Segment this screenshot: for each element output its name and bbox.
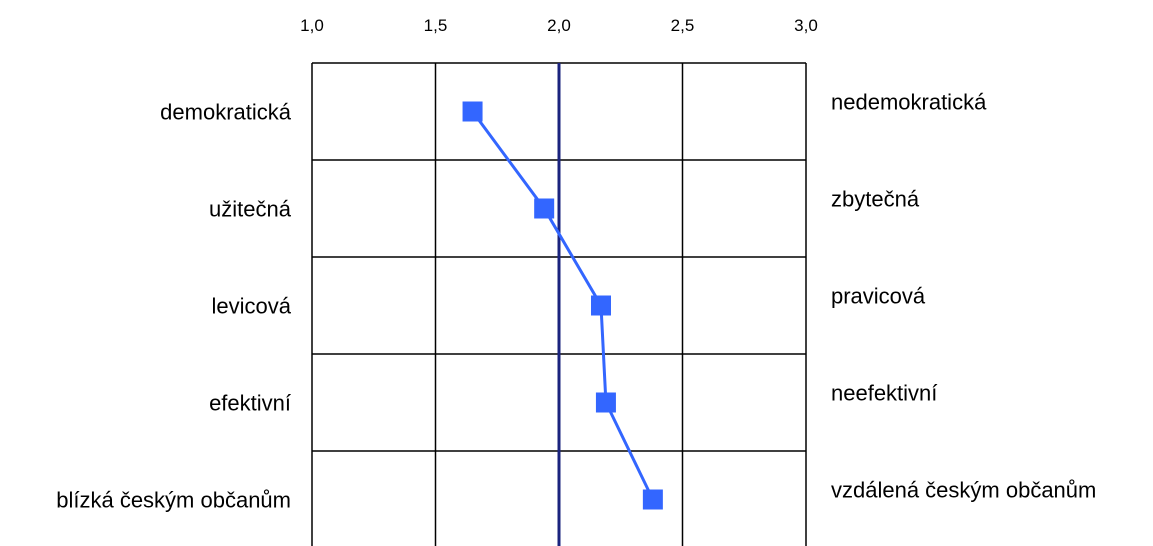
x-tick-label: 3,0 [794, 16, 818, 35]
right-category-label: vzdálená českým občanům [831, 478, 1096, 503]
x-tick-label: 1,5 [424, 16, 448, 35]
left-category-label: blízká českým občanům [56, 488, 291, 513]
x-tick-labels: 1,0 1,5 2,0 2,5 3,0 [300, 16, 818, 35]
data-point-marker [462, 101, 483, 122]
right-category-label: neefektivní [831, 381, 937, 406]
data-point-marker [590, 295, 611, 316]
x-tick-label: 2,0 [547, 16, 571, 35]
left-category-label: levicová [212, 294, 292, 319]
left-category-labels: demokratická užitečná levicová efektivní blí… [56, 100, 292, 513]
right-category-labels: nedemokratická zbytečná pravicová neefektiv… [831, 90, 1096, 503]
right-category-label: pravicová [831, 284, 926, 309]
left-category-label: demokratická [160, 100, 292, 125]
right-category-label: nedemokratická [831, 90, 987, 115]
data-point-marker [642, 489, 663, 510]
data-point-marker [534, 198, 555, 219]
series-line [471, 110, 655, 501]
left-category-label: efektivní [209, 391, 291, 416]
x-tick-label: 2,5 [671, 16, 695, 35]
right-category-label: zbytečná [831, 187, 920, 212]
x-tick-label: 1,0 [300, 16, 324, 35]
data-series [462, 101, 663, 510]
data-point-marker [595, 392, 616, 413]
left-category-label: užitečná [209, 197, 292, 222]
